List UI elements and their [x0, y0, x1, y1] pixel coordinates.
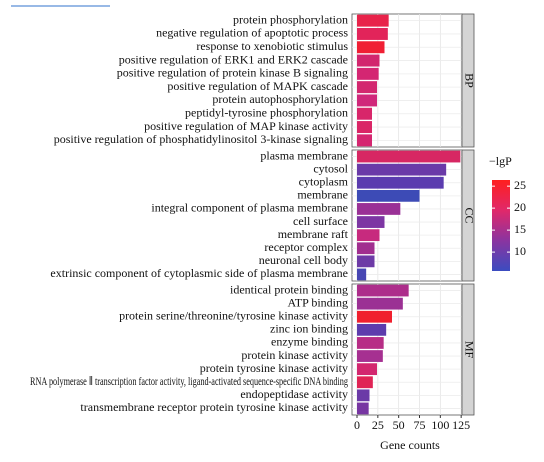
bar	[357, 284, 409, 297]
y-tick-label: positive regulation of phosphatidylinosi…	[54, 132, 348, 146]
y-tick-label: plasma membrane	[260, 148, 348, 162]
bar	[357, 297, 403, 310]
x-tick-label: 0	[354, 418, 360, 432]
y-tick-label: membrane	[297, 188, 348, 202]
bar	[357, 94, 377, 107]
x-tick-label: 25	[372, 418, 384, 432]
bar	[357, 216, 385, 228]
y-tick-label: extrinsic component of cytoplasmic side …	[50, 266, 348, 280]
bar	[357, 203, 401, 215]
bar	[357, 376, 373, 389]
x-axis-title: Gene counts	[380, 438, 440, 452]
bar	[357, 242, 375, 255]
y-tick-label: positive regulation of protein kinase B …	[117, 66, 348, 80]
y-tick-label: receptor complex	[264, 240, 348, 254]
bar	[357, 363, 377, 376]
y-tick-label: protein kinase activity	[241, 348, 348, 362]
colorbar-tick-label: 20	[514, 200, 526, 214]
y-tick-label: protein phosphorylation	[233, 12, 348, 26]
y-tick-label: RNA polymerase Ⅱ transcription factor ac…	[30, 374, 348, 388]
x-tick-label: 75	[414, 418, 426, 432]
bar	[357, 189, 420, 202]
y-tick-label: response to xenobiotic stimulus	[196, 39, 348, 53]
y-tick-label: positive regulation of MAP kinase activi…	[144, 119, 348, 133]
bar	[357, 150, 461, 163]
colorbar-tick-label: 10	[514, 244, 526, 258]
bar	[357, 107, 372, 120]
y-tick-label: ATP binding	[287, 295, 348, 309]
bar	[357, 27, 388, 40]
y-tick-label: identical protein binding	[230, 282, 348, 296]
bar	[357, 41, 385, 54]
bar	[357, 54, 380, 67]
facet-strip	[461, 149, 475, 282]
facet-strip	[461, 13, 475, 148]
y-tick-label: cell surface	[293, 214, 348, 228]
bar	[357, 14, 389, 27]
y-tick-label: neuronal cell body	[259, 253, 348, 267]
y-tick-label: endopeptidase activity	[240, 387, 348, 401]
bar	[357, 121, 372, 134]
bar	[357, 402, 369, 415]
y-tick-label: integral component of plasma membrane	[151, 201, 348, 215]
y-tick-label: protein tyrosine kinase activity	[200, 361, 348, 375]
y-tick-label: cytosol	[313, 161, 348, 175]
y-tick-label: zinc ion binding	[270, 322, 348, 336]
y-tick-label: protein serine/threonine/tyrosine kinase…	[119, 309, 348, 323]
colorbar-tick-label: 15	[514, 222, 526, 236]
colorbar	[492, 180, 510, 271]
facet-label: MF	[462, 341, 476, 359]
y-tick-label: negative regulation of apoptotic process	[156, 26, 348, 40]
y-tick-label: positive regulation of ERK1 and ERK2 cas…	[119, 52, 348, 66]
facet-strip	[461, 283, 475, 416]
x-tick-label: 50	[393, 418, 405, 432]
bar	[357, 176, 444, 189]
y-tick-label: transmembrane receptor protein tyrosine …	[80, 400, 348, 414]
bar	[357, 134, 372, 147]
bar	[357, 350, 383, 362]
bar	[357, 163, 447, 176]
facet-label: BP	[462, 73, 476, 88]
y-tick-label: positive regulation of MAPK cascade	[167, 79, 348, 93]
bar	[357, 268, 367, 281]
y-tick-label: protein autophosphorylation	[212, 92, 348, 106]
y-tick-label: peptidyl-tyrosine phosphorylation	[185, 106, 348, 120]
bar	[357, 229, 380, 242]
bar	[357, 67, 379, 80]
colorbar-tick-label: 25	[514, 178, 526, 192]
facet-label: CC	[462, 207, 476, 223]
bar	[357, 81, 377, 94]
y-tick-label: enzyme binding	[271, 335, 348, 349]
bar	[357, 310, 392, 323]
bar	[357, 389, 370, 402]
bar	[357, 337, 384, 349]
x-tick-label: 100	[431, 418, 449, 432]
legend-title: −lgP	[489, 154, 512, 168]
bar	[357, 323, 387, 336]
x-tick-label: 125	[452, 418, 470, 432]
y-tick-label: cytoplasm	[299, 175, 349, 189]
y-tick-label: membrane raft	[278, 227, 349, 241]
bar	[357, 255, 375, 268]
